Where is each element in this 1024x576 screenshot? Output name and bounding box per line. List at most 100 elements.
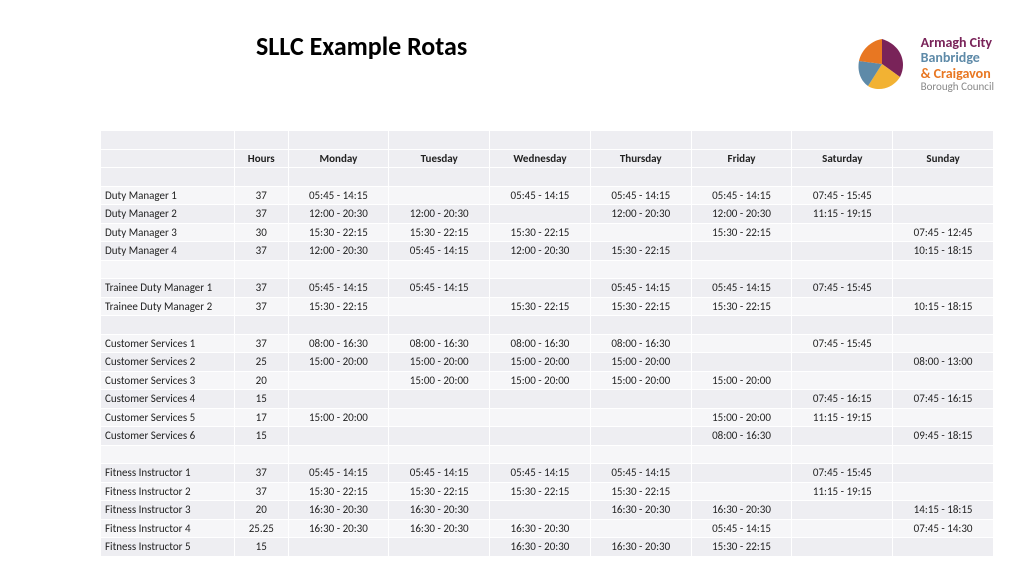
column-header: Hours: [234, 149, 288, 168]
spacer-cell: [490, 168, 591, 187]
spacer-cell: [490, 260, 591, 279]
day-cell: [288, 427, 389, 446]
day-cell: 14:15 - 18:15: [893, 501, 994, 520]
day-cell: 15:30 - 22:15: [691, 223, 792, 242]
day-cell: 05:45 - 14:15: [490, 186, 591, 205]
day-cell: [590, 519, 691, 538]
hours-cell: 30: [234, 223, 288, 242]
day-cell: 16:30 - 20:30: [389, 501, 490, 520]
day-cell: [389, 390, 490, 409]
logo-line-4: Borough Council: [921, 81, 994, 93]
table-row: Duty Manager 43712:00 - 20:3005:45 - 14:…: [101, 242, 994, 261]
role-cell: Customer Services 2: [101, 353, 235, 372]
role-cell: Duty Manager 2: [101, 205, 235, 224]
spacer-row: [101, 168, 994, 187]
table-row: Customer Services 51715:00 - 20:0015:00 …: [101, 408, 994, 427]
day-cell: 15:30 - 22:15: [590, 482, 691, 501]
table-row: Duty Manager 13705:45 - 14:1505:45 - 14:…: [101, 186, 994, 205]
day-cell: 15:00 - 20:00: [288, 353, 389, 372]
spacer-cell: [792, 168, 893, 187]
day-cell: [893, 205, 994, 224]
day-cell: 11:15 - 19:15: [792, 205, 893, 224]
role-cell: Fitness Instructor 2: [101, 482, 235, 501]
spacer-cell: [893, 131, 994, 150]
hours-cell: 25: [234, 353, 288, 372]
day-cell: 11:15 - 19:15: [792, 482, 893, 501]
day-cell: [590, 223, 691, 242]
spacer-cell: [234, 131, 288, 150]
column-header: Monday: [288, 149, 389, 168]
day-cell: [792, 371, 893, 390]
role-cell: Trainee Duty Manager 1: [101, 279, 235, 298]
table-row: Fitness Instructor 13705:45 - 14:1505:45…: [101, 464, 994, 483]
spacer-cell: [792, 131, 893, 150]
table-row: Customer Services 41507:45 - 16:1507:45 …: [101, 390, 994, 409]
hours-cell: 17: [234, 408, 288, 427]
day-cell: [288, 390, 389, 409]
role-cell: Customer Services 3: [101, 371, 235, 390]
day-cell: 15:30 - 22:15: [389, 223, 490, 242]
spacer-cell: [893, 445, 994, 464]
table-row: Customer Services 61508:00 - 16:3009:45 …: [101, 427, 994, 446]
day-cell: 08:00 - 16:30: [389, 334, 490, 353]
spacer-cell: [101, 131, 235, 150]
spacer-cell: [590, 316, 691, 335]
column-header: Friday: [691, 149, 792, 168]
spacer-cell: [691, 260, 792, 279]
column-header: Tuesday: [389, 149, 490, 168]
rota-table-container: HoursMondayTuesdayWednesdayThursdayFrida…: [100, 130, 994, 557]
day-cell: 08:00 - 16:30: [288, 334, 389, 353]
day-cell: [792, 353, 893, 372]
spacer-cell: [590, 445, 691, 464]
day-cell: 05:45 - 14:15: [288, 464, 389, 483]
day-cell: 15:00 - 20:00: [389, 353, 490, 372]
day-cell: [792, 242, 893, 261]
table-row: Customer Services 32015:00 - 20:0015:00 …: [101, 371, 994, 390]
day-cell: 16:30 - 20:30: [590, 501, 691, 520]
table-row: Duty Manager 33015:30 - 22:1515:30 - 22:…: [101, 223, 994, 242]
spacer-cell: [590, 131, 691, 150]
spacer-cell: [234, 168, 288, 187]
hours-cell: 15: [234, 538, 288, 557]
spacer-cell: [288, 445, 389, 464]
day-cell: [691, 353, 792, 372]
day-cell: 05:45 - 14:15: [389, 242, 490, 261]
spacer-cell: [893, 260, 994, 279]
table-row: Fitness Instructor 32016:30 - 20:3016:30…: [101, 501, 994, 520]
header: SLLC Example Rotas Armagh City Banbridge…: [0, 0, 1024, 115]
day-cell: 10:15 - 18:15: [893, 297, 994, 316]
day-cell: [389, 427, 490, 446]
day-cell: 16:30 - 20:30: [490, 519, 591, 538]
role-cell: Customer Services 4: [101, 390, 235, 409]
logo-line-3: & Craigavon: [921, 66, 994, 81]
day-cell: 05:45 - 14:15: [389, 464, 490, 483]
table-row: Fitness Instructor 51516:30 - 20:3016:30…: [101, 538, 994, 557]
day-cell: 15:30 - 22:15: [590, 297, 691, 316]
day-cell: 15:30 - 22:15: [691, 297, 792, 316]
logo-text: Armagh City Banbridge & Craigavon Boroug…: [921, 35, 994, 93]
day-cell: 16:30 - 20:30: [590, 538, 691, 557]
day-cell: 05:45 - 14:15: [590, 279, 691, 298]
spacer-cell: [389, 168, 490, 187]
day-cell: 12:00 - 20:30: [288, 205, 389, 224]
day-cell: 15:30 - 22:15: [691, 538, 792, 557]
day-cell: 08:00 - 16:30: [691, 427, 792, 446]
spacer-cell: [590, 260, 691, 279]
day-cell: 05:45 - 14:15: [389, 279, 490, 298]
day-cell: 12:00 - 20:30: [389, 205, 490, 224]
day-cell: [490, 501, 591, 520]
role-cell: Fitness Instructor 5: [101, 538, 235, 557]
day-cell: 12:00 - 20:30: [288, 242, 389, 261]
day-cell: [893, 538, 994, 557]
role-cell: Duty Manager 1: [101, 186, 235, 205]
spacer-row: [101, 131, 994, 150]
spacer-cell: [490, 445, 591, 464]
role-cell: Fitness Instructor 3: [101, 501, 235, 520]
day-cell: [893, 186, 994, 205]
hours-cell: 15: [234, 427, 288, 446]
day-cell: 05:45 - 14:15: [490, 464, 591, 483]
day-cell: 15:30 - 22:15: [288, 482, 389, 501]
day-cell: [893, 464, 994, 483]
day-cell: [691, 390, 792, 409]
table-row: Customer Services 13708:00 - 16:3008:00 …: [101, 334, 994, 353]
